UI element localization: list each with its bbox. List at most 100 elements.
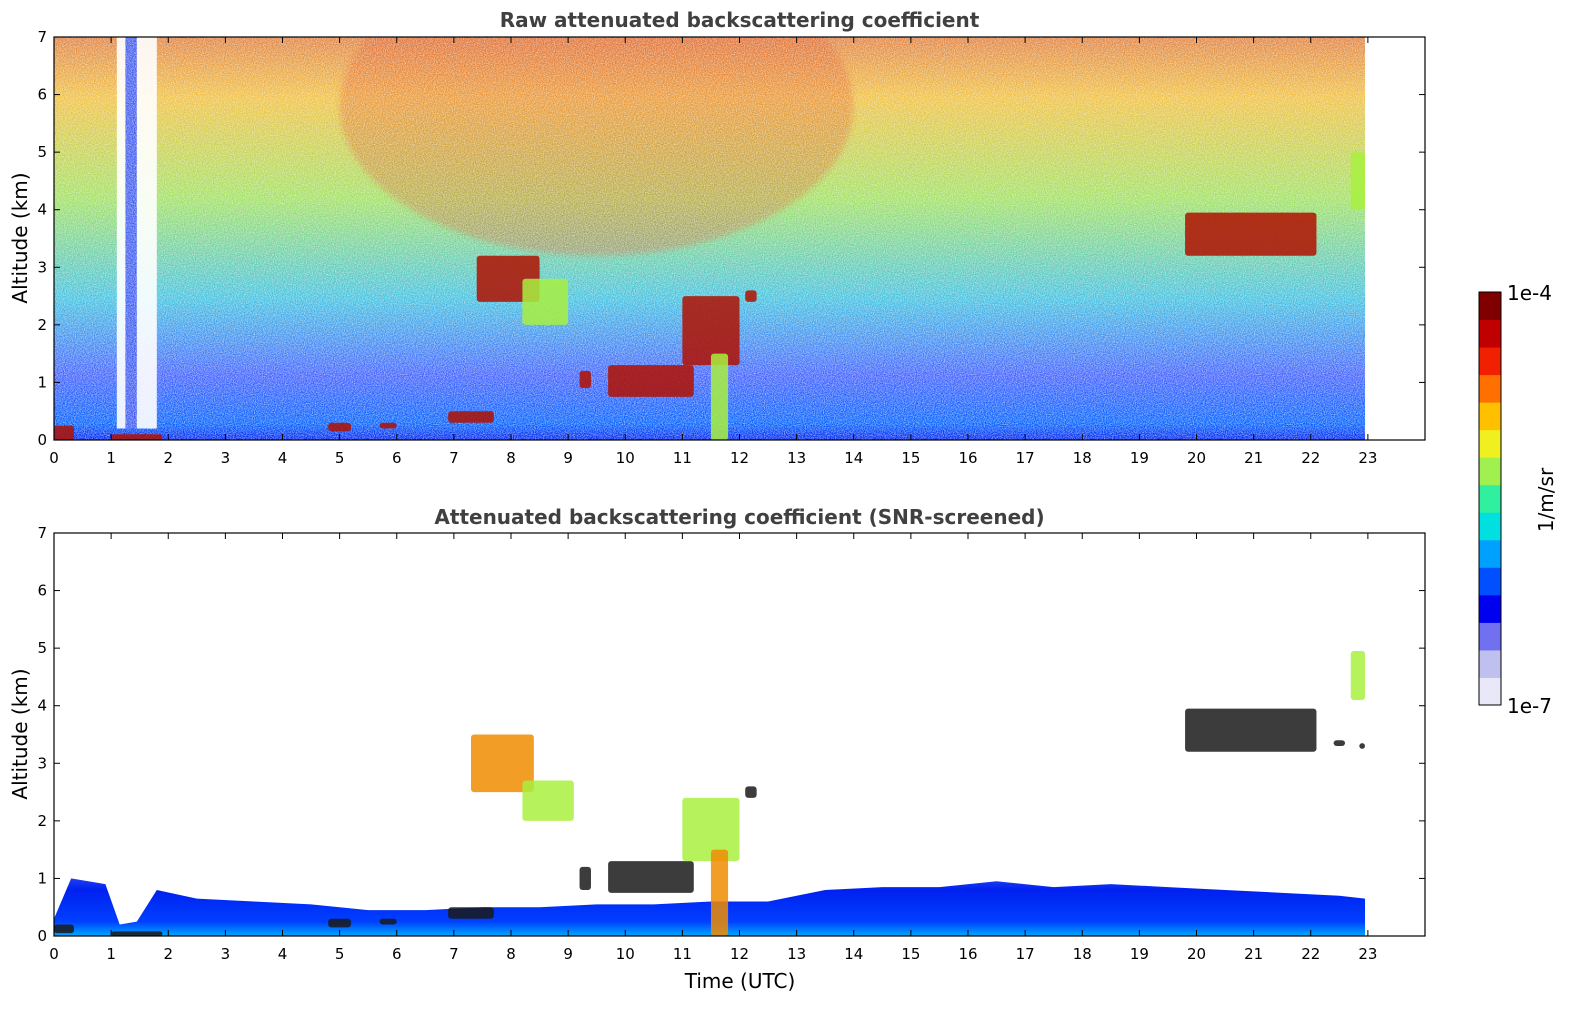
y-tick-label: 4 <box>37 201 47 219</box>
feature-patch-3 <box>379 918 397 925</box>
feature-patch-3 <box>379 422 397 429</box>
top-heatmap <box>54 37 1366 440</box>
feature-patch-5 <box>471 734 534 793</box>
x-tick-label: 17 <box>1016 945 1035 963</box>
feature-patch-4 <box>448 411 494 423</box>
y-tick-label: 6 <box>37 582 47 600</box>
boundary-layer-region <box>54 878 1366 936</box>
x-tick-label: 18 <box>1073 945 1092 963</box>
top-noise-overlay <box>54 37 1366 440</box>
feature-patch-4 <box>448 907 494 919</box>
y-tick-label: 5 <box>37 639 47 657</box>
x-tick-label: 4 <box>278 449 288 467</box>
top-panel: 0 1 2 3 4 5 6 7 8 9 10 11 12 13 14 15 16 17 18 19 20 21 22 2301… <box>8 28 1426 467</box>
feature-patch-12 <box>1185 212 1317 256</box>
feature-patch-0 <box>54 924 74 934</box>
colorbar-step <box>1479 457 1501 486</box>
colorbar-unit-label: 1/m/sr <box>1534 467 1558 532</box>
y-tick-label: 6 <box>37 86 47 104</box>
x-tick-label: 18 <box>1073 449 1092 467</box>
x-tick-label: 1 <box>106 945 116 963</box>
x-tick-label: 12 <box>730 449 749 467</box>
feature-patch-10 <box>710 849 729 936</box>
x-tick-label: 19 <box>1130 945 1149 963</box>
x-tick-label: 22 <box>1301 449 1320 467</box>
top-y-axis-label: Altitude (km) <box>8 172 32 303</box>
bottom-panel: 0 1 2 3 4 5 6 7 8 9 10 11 12 13 14 15 16 17 18 19 20 21 22 2301… <box>8 524 1426 993</box>
colorbar-step <box>1479 402 1501 431</box>
top-chart-title: Raw attenuated backscattering coefficien… <box>499 8 980 32</box>
y-tick-label: 0 <box>37 431 47 449</box>
x-tick-label: 1 <box>106 449 116 467</box>
x-tick-label: 13 <box>787 945 806 963</box>
x-tick-label: 17 <box>1016 449 1035 467</box>
colorbar-step <box>1479 292 1501 321</box>
bottom-heatmap <box>54 651 1366 936</box>
feature-patch-14 <box>1359 743 1366 749</box>
x-tick-label: 23 <box>1358 945 1377 963</box>
feature-patch-7 <box>579 866 591 890</box>
x-tick-label: 6 <box>392 449 402 467</box>
y-tick-label: 2 <box>37 812 47 830</box>
x-tick-label: 14 <box>844 945 863 963</box>
colorbar-step <box>1479 484 1501 513</box>
feature-patch-8 <box>608 861 694 893</box>
feature-patch-10 <box>710 353 729 440</box>
x-tick-label: 8 <box>506 945 516 963</box>
colorbar-step <box>1479 319 1501 348</box>
feature-patch-8 <box>608 365 694 397</box>
feature-patch-0 <box>54 425 74 440</box>
colorbar: 1e-4 1e-7 1/m/sr <box>1478 281 1558 718</box>
x-tick-label: 20 <box>1187 945 1206 963</box>
x-tick-label: 23 <box>1358 449 1377 467</box>
bottom-chart-title: Attenuated backscattering coefficient (S… <box>434 505 1045 529</box>
x-tick-label: 8 <box>506 449 516 467</box>
x-tick-label: 15 <box>901 449 920 467</box>
x-tick-label: 12 <box>730 945 749 963</box>
y-tick-label: 1 <box>37 373 47 391</box>
y-tick-label: 7 <box>37 28 47 46</box>
feature-patch-2 <box>328 918 352 928</box>
x-tick-label: 16 <box>958 449 977 467</box>
x-tick-label: 7 <box>449 449 459 467</box>
feature-patch-6 <box>522 278 569 325</box>
feature-patch-2 <box>328 422 352 432</box>
colorbar-step <box>1479 374 1501 403</box>
colorbar-step <box>1479 347 1501 376</box>
x-tick-label: 9 <box>563 449 573 467</box>
colorbar-min-label: 1e-7 <box>1507 694 1552 718</box>
x-tick-label: 3 <box>221 449 231 467</box>
y-tick-label: 2 <box>37 316 47 334</box>
y-tick-label: 0 <box>37 927 47 945</box>
y-tick-label: 3 <box>37 754 47 772</box>
feature-patch-13 <box>1350 152 1366 210</box>
x-tick-label: 21 <box>1244 449 1263 467</box>
y-tick-label: 7 <box>37 524 47 542</box>
y-tick-label: 1 <box>37 869 47 887</box>
feature-patch-1 <box>111 434 163 440</box>
feature-patch-15 <box>1350 651 1366 700</box>
colorbar-frame <box>1478 291 1502 706</box>
feature-patch-9 <box>682 797 740 862</box>
colorbar-step <box>1479 649 1501 678</box>
colorbar-step <box>1479 567 1501 596</box>
x-tick-label: 11 <box>673 449 692 467</box>
x-tick-label: 3 <box>221 945 231 963</box>
feature-patch-6 <box>522 780 574 821</box>
x-tick-label: 15 <box>901 945 920 963</box>
x-tick-label: 13 <box>787 449 806 467</box>
feature-patch-12 <box>1185 708 1317 752</box>
x-tick-label: 0 <box>49 945 59 963</box>
colorbar-step <box>1479 594 1501 623</box>
x-tick-label: 9 <box>563 945 573 963</box>
x-axis-label: Time (UTC) <box>684 969 796 993</box>
x-tick-label: 22 <box>1301 945 1320 963</box>
feature-patch-11 <box>745 786 757 798</box>
x-tick-label: 5 <box>335 449 345 467</box>
feature-patch-9 <box>682 296 740 366</box>
colorbar-step <box>1479 677 1501 706</box>
x-tick-label: 0 <box>49 449 59 467</box>
colorbar-step <box>1479 512 1501 541</box>
colorbar-step <box>1479 622 1501 651</box>
